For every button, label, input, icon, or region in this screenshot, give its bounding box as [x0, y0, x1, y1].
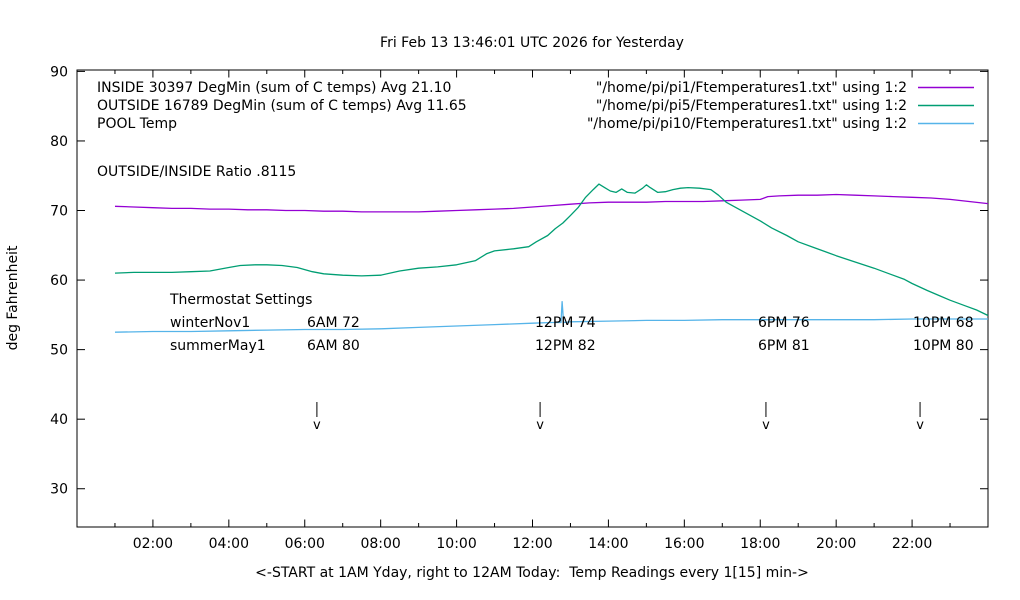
x-tick-label: 06:00: [285, 536, 325, 552]
down-arrow-head-icon: v: [762, 418, 770, 433]
x-tick-label: 22:00: [892, 536, 932, 552]
down-arrow-head-icon: v: [536, 418, 544, 433]
thermostat-winter-6pm: 6PM 76: [758, 315, 810, 331]
x-tick-label: 20:00: [816, 536, 856, 552]
series-curves: [114, 183, 989, 333]
series-line-outside: [114, 183, 989, 317]
series-line-pool: [114, 300, 988, 333]
x-tick-label: 12:00: [512, 536, 552, 552]
thermostat-winter-6am: 6AM 72: [307, 315, 360, 331]
thermostat-winter-name: winterNov1: [170, 315, 250, 331]
x-tick-label: 02:00: [133, 536, 173, 552]
thermostat-summer-name: summerMay1: [170, 338, 266, 354]
legend-file-pool: "/home/pi/pi10/Ftemperatures1.txt" using…: [587, 116, 907, 132]
legend-label-pool: POOL Temp: [97, 116, 177, 132]
y-tick-label: 90: [50, 64, 68, 80]
chart-title: Fri Feb 13 13:46:01 UTC 2026 for Yesterd…: [380, 35, 684, 51]
x-tick-label: 10:00: [436, 536, 476, 552]
axis-ticks: 02:00 04:00 06:00 08:00 10:00 12:00 14:00 16:00…: [50, 64, 988, 552]
legend-file-inside: "/home/pi/pi1/Ftemperatures1.txt" using …: [596, 80, 907, 96]
y-tick-label: 60: [50, 273, 68, 289]
y-tick-label: 30: [50, 482, 68, 498]
legend: INSIDE 30397 DegMin (sum of C temps) Avg…: [97, 80, 974, 132]
down-arrow-head-icon: v: [313, 418, 321, 433]
thermostat-summer-10pm: 10PM 80: [913, 338, 974, 354]
thermostat-winter-10pm: 10PM 68: [913, 315, 974, 331]
thermostat-summer-6pm: 6PM 81: [758, 338, 810, 354]
thermostat-summer-12pm: 12PM 82: [535, 338, 596, 354]
legend-label-outside: OUTSIDE 16789 DegMin (sum of C temps) Av…: [97, 98, 467, 114]
legend-label-inside: INSIDE 30397 DegMin (sum of C temps) Avg…: [97, 80, 451, 96]
series-line-inside: [114, 193, 989, 213]
down-arrow-head-icon: v: [916, 418, 924, 433]
x-axis-label: <-START at 1AM Yday, right to 12AM Today…: [255, 565, 809, 581]
y-axis-label: deg Fahrenheit: [5, 245, 21, 350]
x-tick-label: 14:00: [588, 536, 628, 552]
y-tick-label: 40: [50, 412, 68, 428]
legend-file-outside: "/home/pi/pi5/Ftemperatures1.txt" using …: [596, 98, 907, 114]
thermostat-summer-6am: 6AM 80: [307, 338, 360, 354]
x-tick-label: 16:00: [664, 536, 704, 552]
x-tick-label: 04:00: [209, 536, 249, 552]
thermostat-heading: Thermostat Settings: [169, 292, 312, 308]
ratio-annotation: OUTSIDE/INSIDE Ratio .8115: [97, 164, 296, 180]
x-tick-label: 08:00: [360, 536, 400, 552]
y-tick-label: 50: [50, 343, 68, 359]
y-tick-label: 80: [50, 134, 68, 150]
legend-sample-lines: [918, 86, 974, 125]
thermostat-winter-12pm: 12PM 74: [535, 315, 596, 331]
thermostat-settings: Thermostat Settings winterNov1 6AM 72 12…: [169, 292, 974, 354]
y-tick-label: 70: [50, 204, 68, 220]
x-tick-label: 18:00: [740, 536, 780, 552]
